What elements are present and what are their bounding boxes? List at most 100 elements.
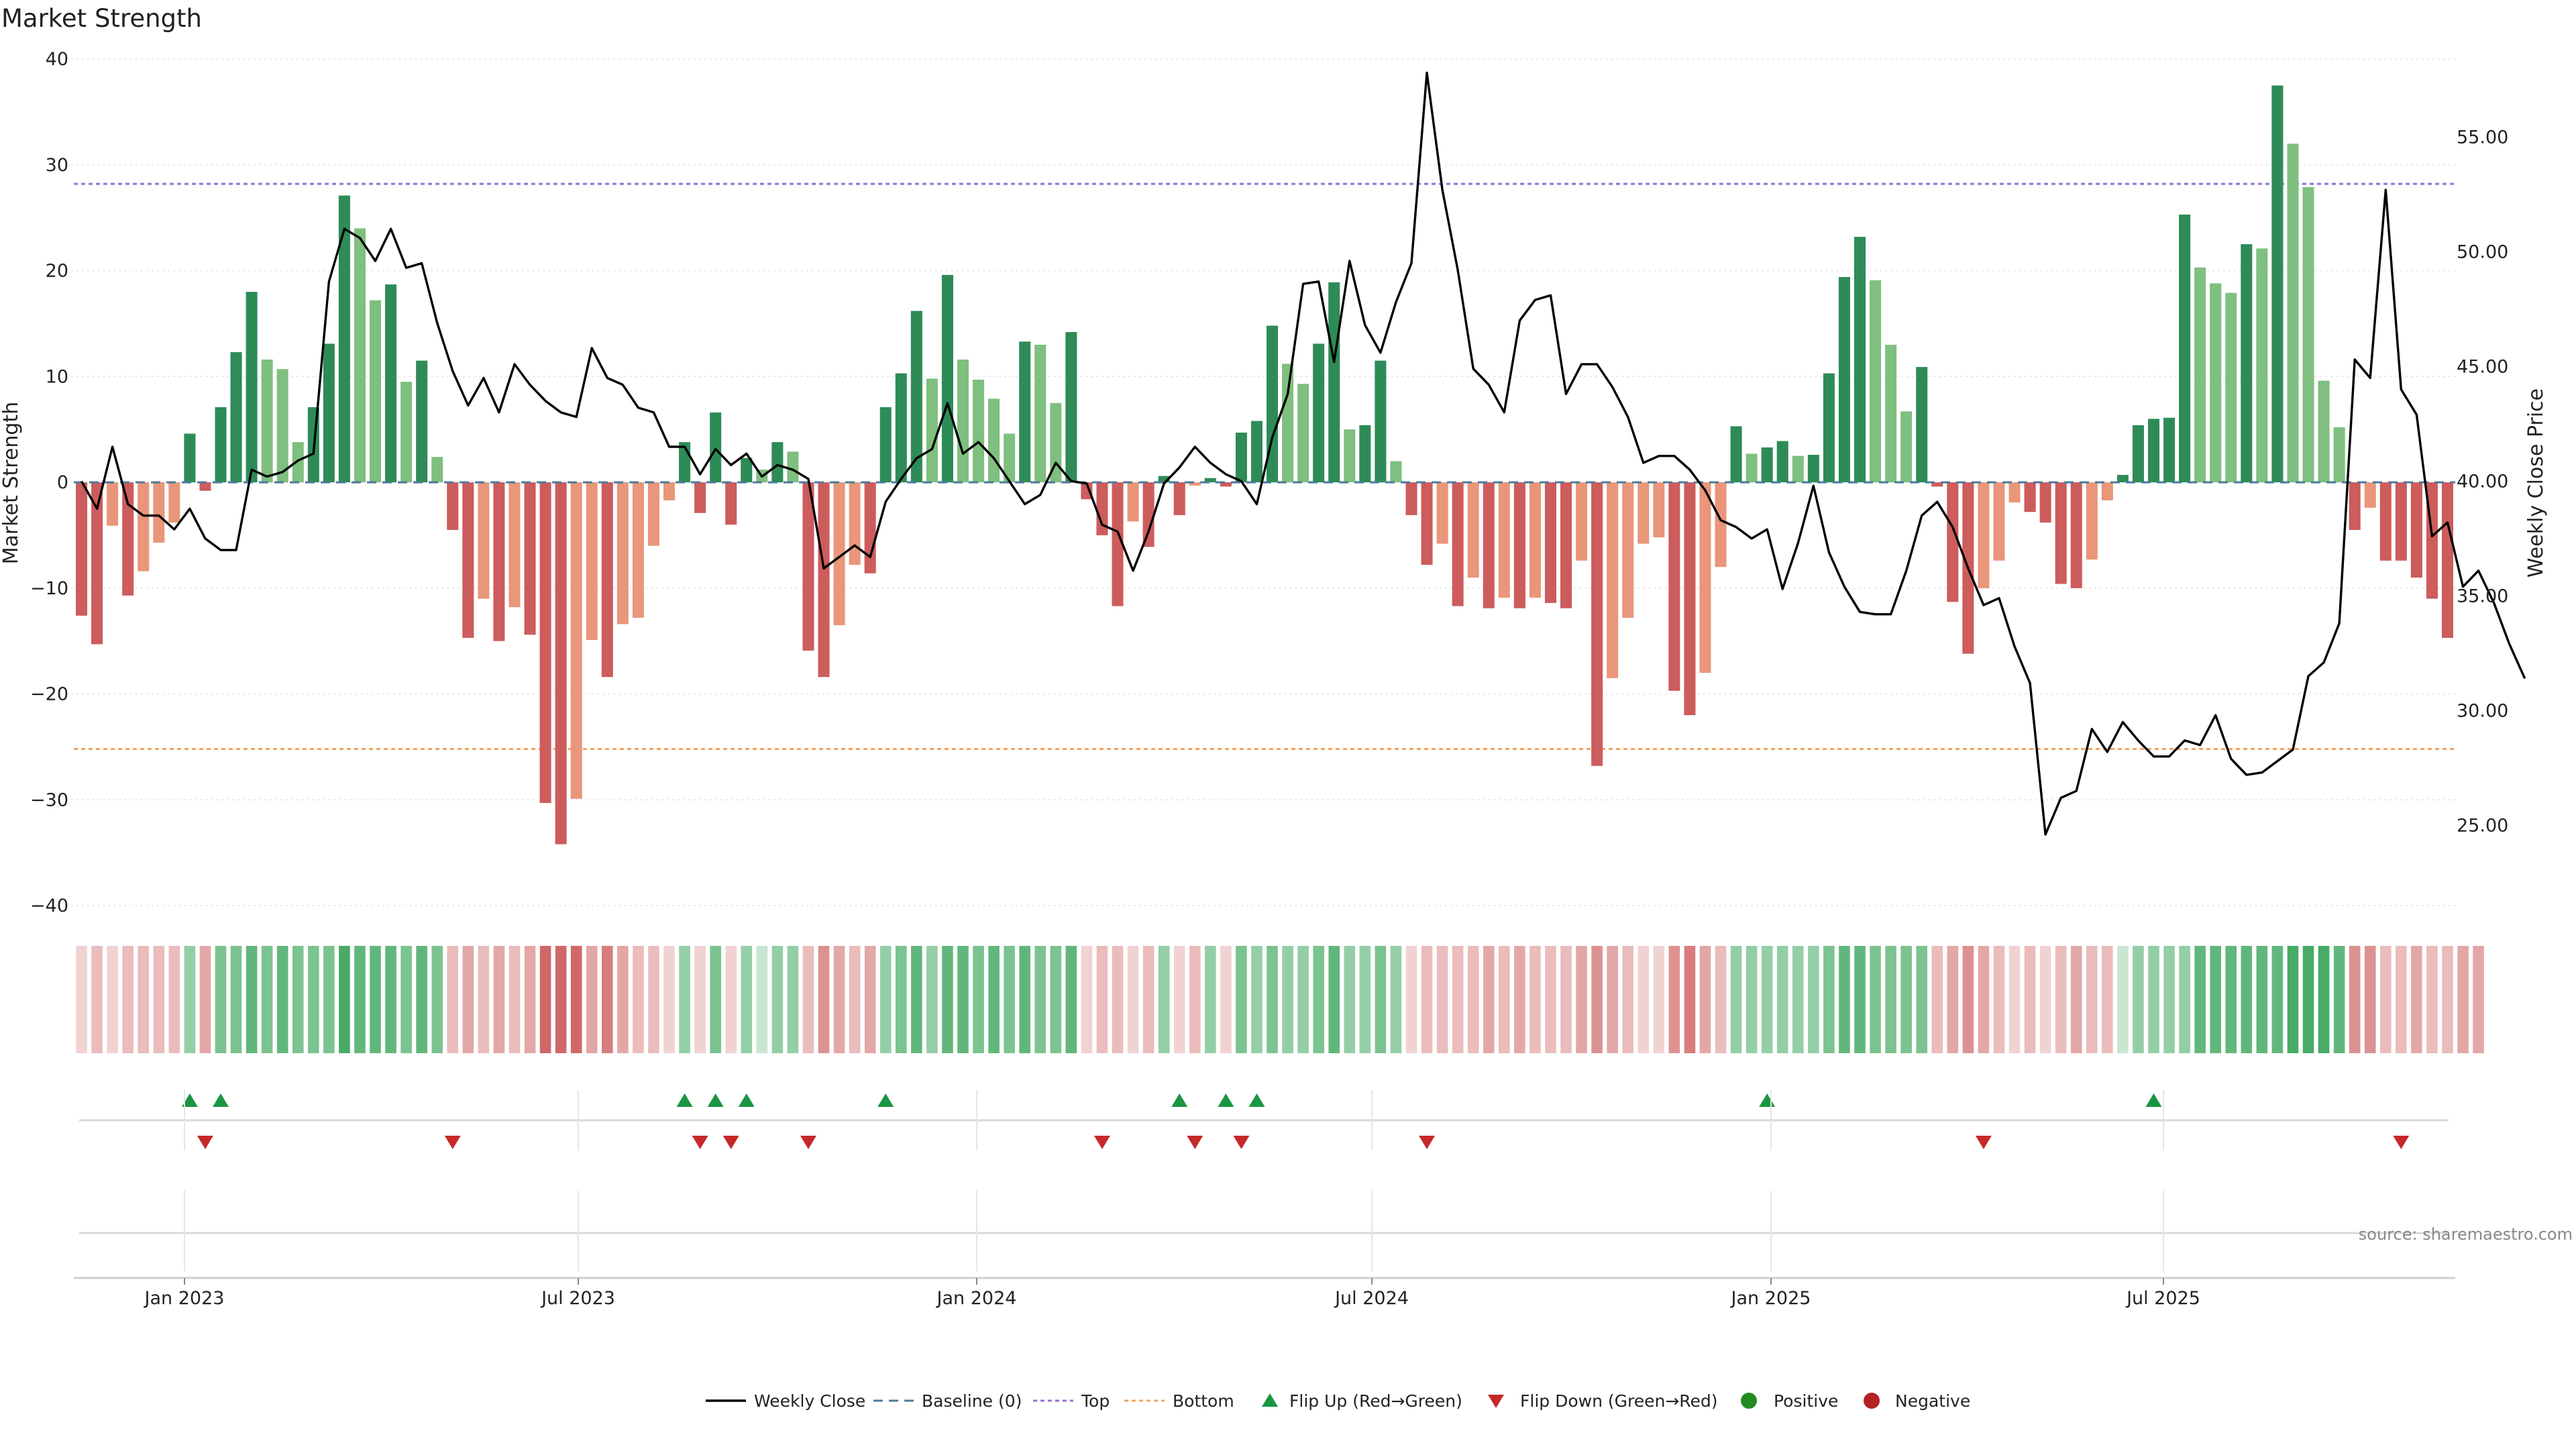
legend-flip-up-icon — [1262, 1393, 1278, 1407]
flip-down-marker — [2393, 1136, 2410, 1149]
heat-cell — [1065, 946, 1077, 1053]
strength-bar — [1730, 426, 1742, 482]
strength-bar — [632, 482, 644, 618]
heat-cell — [400, 946, 412, 1053]
heat-cell — [818, 946, 830, 1053]
y2-axis-ticks: 55.00 50.00 45.00 40.00 35.00 30.00 25.00 — [2457, 127, 2508, 836]
strength-bar — [2225, 292, 2237, 482]
heat-cell — [524, 946, 536, 1053]
x-tick-label: Jul 2023 — [540, 1288, 615, 1309]
heat-cell — [230, 946, 242, 1053]
legend-negative-icon — [1864, 1393, 1880, 1409]
strength-bar — [2147, 419, 2160, 482]
strength-bar — [988, 398, 1000, 482]
strength-bar — [168, 482, 180, 523]
strength-bar — [2395, 482, 2407, 561]
heat-cell — [1004, 946, 1015, 1053]
strength-bar — [199, 482, 211, 491]
strength-bar — [1761, 447, 1773, 482]
strength-bar — [1004, 433, 1016, 482]
heat-cell — [2008, 946, 2021, 1053]
heat-cell — [122, 946, 133, 1053]
heat-cell — [895, 946, 907, 1053]
strength-bar — [2271, 85, 2284, 482]
heat-cell — [2179, 946, 2190, 1053]
strength-bar — [1653, 482, 1665, 538]
strength-bar — [184, 433, 196, 482]
heat-cell — [1560, 946, 1572, 1053]
legend-label: Flip Down (Green→Red) — [1520, 1391, 1718, 1411]
y-tick-label: 0 — [57, 472, 68, 493]
heat-cell — [1776, 946, 1788, 1053]
strength-bar — [1127, 482, 1139, 522]
source-note: source: sharemaestro.com — [2359, 1225, 2573, 1244]
y2-axis-label: Weekly Close Price — [2524, 388, 2548, 578]
heat-cell — [2148, 946, 2159, 1053]
strength-bar — [2441, 482, 2454, 638]
heat-cell — [2302, 946, 2314, 1053]
strength-bar — [1081, 482, 1093, 500]
heat-cell — [539, 946, 551, 1053]
strength-bar — [1313, 343, 1325, 482]
flip-up-marker — [181, 1093, 198, 1107]
heat-cell — [1220, 946, 1232, 1053]
heat-cell — [339, 946, 350, 1053]
strength-bar — [1390, 461, 1402, 482]
heat-cell — [1328, 946, 1340, 1053]
heat-cell — [308, 946, 319, 1053]
heat-cell — [1978, 946, 1990, 1053]
heat-cell — [1452, 946, 1464, 1053]
strength-bar — [230, 352, 242, 482]
strength-bar — [338, 195, 350, 482]
strength-bar — [818, 482, 830, 678]
strength-bar — [1019, 341, 1031, 482]
heat-cell — [1282, 946, 1293, 1053]
heat-cell — [2024, 946, 2036, 1053]
heat-cell — [601, 946, 613, 1053]
legend-label: Baseline (0) — [922, 1391, 1022, 1411]
strength-bar — [261, 360, 273, 482]
strength-bar — [2024, 482, 2036, 513]
strength-bar — [1359, 425, 1371, 482]
strength-bar — [710, 412, 722, 482]
heat-cell — [1344, 946, 1356, 1053]
x-tick-label: Jan 2023 — [144, 1288, 225, 1309]
strength-bar — [1931, 482, 1943, 487]
legend-label: Weekly Close — [754, 1391, 865, 1411]
strength-bar — [323, 343, 335, 482]
heat-cell — [1576, 946, 1587, 1053]
heat-cell — [1375, 946, 1387, 1053]
heat-cell — [2241, 946, 2253, 1053]
heat-cell — [2102, 946, 2113, 1053]
strength-bar — [1776, 441, 1788, 482]
heat-cell — [1267, 946, 1278, 1053]
weekly-close-series — [80, 71, 2526, 836]
x-axis: Jan 2023 Jul 2023 Jan 2024 Jul 2024 Jan 2025… — [74, 1090, 2455, 1309]
heat-cell — [1792, 946, 1804, 1053]
strength-bar — [555, 482, 567, 845]
strength-bar — [1204, 478, 1216, 482]
heat-cell — [1499, 946, 1510, 1053]
strength-bar — [2318, 380, 2330, 482]
strength-bar — [508, 482, 521, 608]
heat-cell — [292, 946, 304, 1053]
chart-title: Market Strength — [1, 4, 202, 33]
strength-bar — [802, 482, 814, 651]
flip-markers-panel — [79, 1093, 2449, 1234]
heat-cell — [1112, 946, 1124, 1053]
heat-cell — [1390, 946, 1402, 1053]
strength-bar — [1142, 482, 1155, 547]
heat-cell — [416, 946, 427, 1053]
heat-cell — [1916, 946, 1928, 1053]
y2-tick-label: 45.00 — [2457, 356, 2508, 377]
strength-bar — [1498, 482, 1510, 598]
y-axis-label: Market Strength — [0, 402, 23, 564]
strength-bar — [741, 458, 753, 482]
strength-bar — [2410, 482, 2422, 578]
heat-cell — [2133, 946, 2144, 1053]
strength-bar — [1838, 276, 1850, 482]
strength-bar — [879, 407, 892, 482]
strength-bar — [1344, 429, 1356, 482]
heat-cell — [2163, 946, 2175, 1053]
